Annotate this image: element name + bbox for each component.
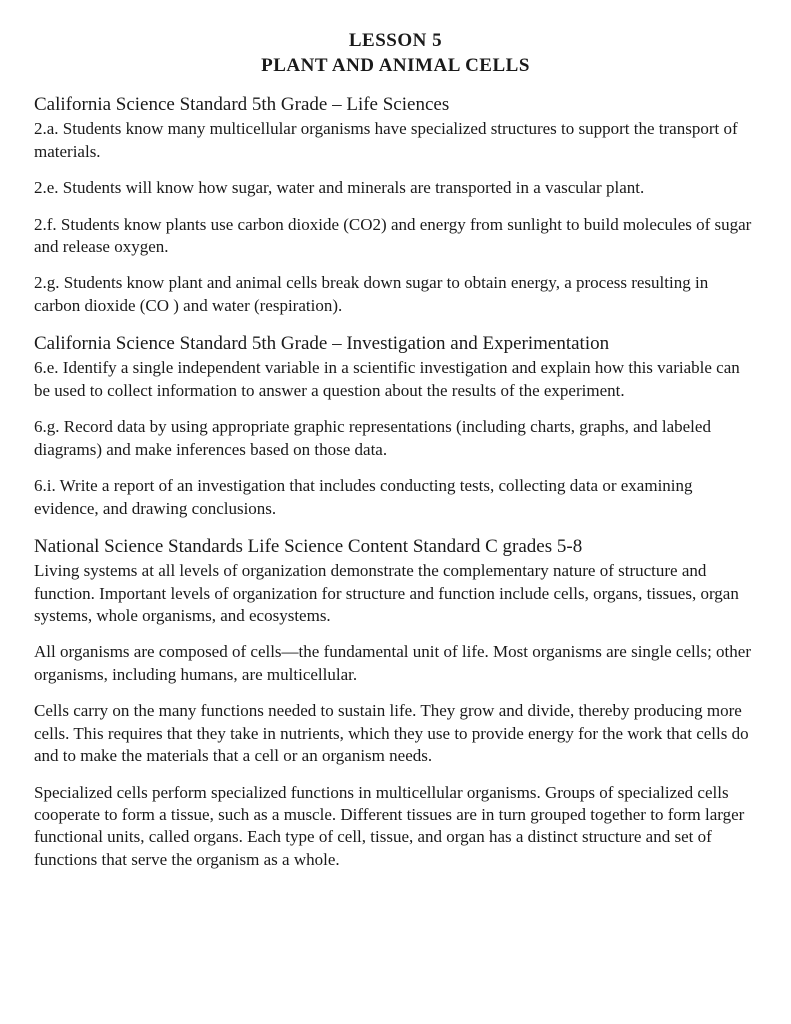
- standard-2g: 2.g. Students know plant and animal cell…: [34, 272, 757, 317]
- standard-2f: 2.f. Students know plants use carbon dio…: [34, 214, 757, 259]
- national-p4: Specialized cells perform specialized fu…: [34, 782, 757, 872]
- national-p2: All organisms are composed of cells—the …: [34, 641, 757, 686]
- standard-6i: 6.i. Write a report of an investigation …: [34, 475, 757, 520]
- lesson-number: LESSON 5: [34, 28, 757, 53]
- standard-6e: 6.e. Identify a single independent varia…: [34, 357, 757, 402]
- lesson-title: PLANT AND ANIMAL CELLS: [34, 53, 757, 78]
- section-heading-ca-life: California Science Standard 5th Grade – …: [34, 92, 757, 117]
- national-p1: Living systems at all levels of organiza…: [34, 560, 757, 627]
- lesson-header: LESSON 5 PLANT AND ANIMAL CELLS: [34, 28, 757, 78]
- standard-2a: 2.a. Students know many multicellular or…: [34, 118, 757, 163]
- section-heading-national: National Science Standards Life Science …: [34, 534, 757, 559]
- section-heading-ca-investigation: California Science Standard 5th Grade – …: [34, 331, 757, 356]
- standard-6g: 6.g. Record data by using appropriate gr…: [34, 416, 757, 461]
- standard-2e: 2.e. Students will know how sugar, water…: [34, 177, 757, 199]
- national-p3: Cells carry on the many functions needed…: [34, 700, 757, 767]
